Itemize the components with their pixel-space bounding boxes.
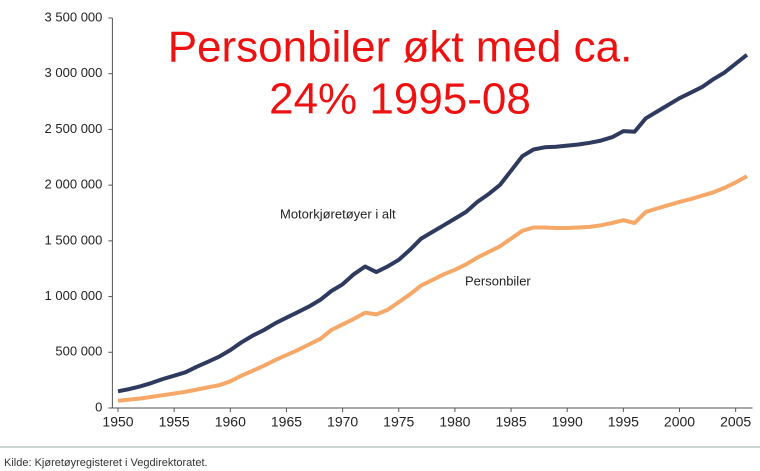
x-tick-label: 2000 <box>664 414 695 430</box>
series-label: Personbiler <box>465 273 531 288</box>
x-tick-label: 1950 <box>102 414 133 430</box>
chart-title: 24% 1995-08 <box>269 75 531 124</box>
x-tick-label: 1960 <box>215 414 246 430</box>
y-tick-label: 0 <box>95 399 102 414</box>
y-tick-label: 2 000 000 <box>45 177 103 192</box>
y-tick-label: 1 500 000 <box>45 232 103 247</box>
y-tick-label: 3 000 000 <box>45 65 103 80</box>
x-tick-label: 1990 <box>552 414 583 430</box>
source: Kilde: Kjøretøyregisteret i Vegdirektora… <box>4 457 208 469</box>
x-tick-label: 1980 <box>439 414 470 430</box>
series-line <box>117 53 749 394</box>
series-line <box>117 174 748 403</box>
x-tick-label: 1955 <box>159 414 190 430</box>
x-tick-label: 1985 <box>495 414 526 430</box>
x-tick-label: 1975 <box>383 414 414 430</box>
y-tick-label: 500 000 <box>55 344 102 359</box>
chart-title: Personbiler økt med ca. <box>168 23 633 72</box>
x-tick-label: 1995 <box>608 414 639 430</box>
y-tick-label: 3 500 000 <box>45 9 103 24</box>
y-tick-label: 2 500 000 <box>45 121 103 136</box>
y-tick-label: 1 000 000 <box>45 288 103 303</box>
series-label: Motorkjøretøyer i alt <box>280 206 396 221</box>
x-tick-label: 2005 <box>720 414 751 430</box>
x-tick-label: 1965 <box>271 414 302 430</box>
x-tick-label: 1970 <box>327 414 358 430</box>
